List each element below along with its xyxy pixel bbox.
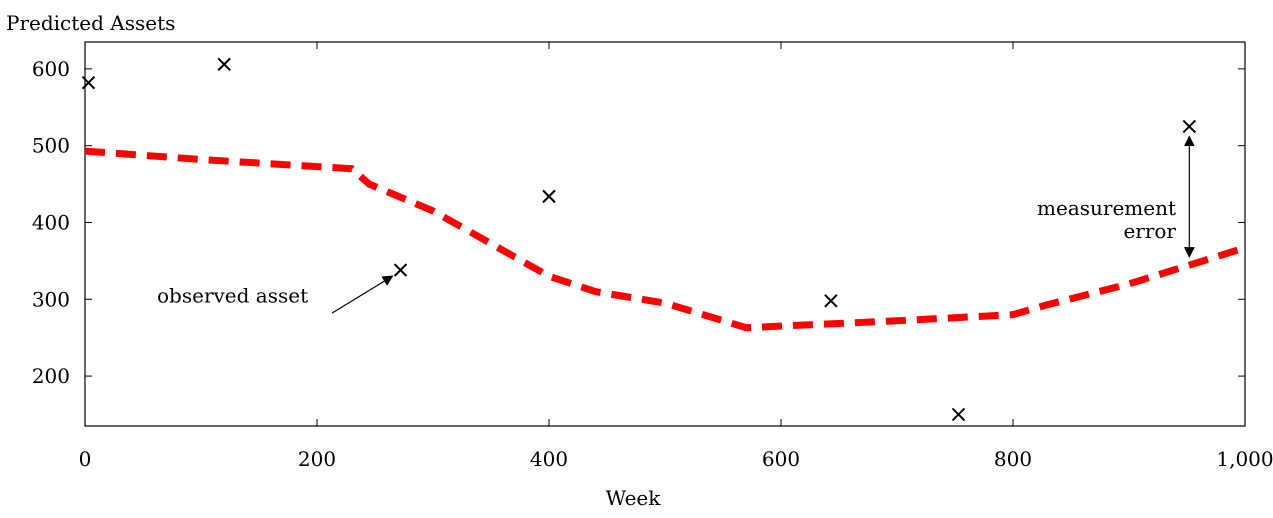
- observed-asset-annotation: observed asset: [157, 283, 308, 307]
- x-tick-label: 800: [994, 447, 1032, 471]
- y-tick-label: 300: [32, 287, 70, 311]
- marker-stroke: [1182, 119, 1197, 134]
- marker-stroke: [542, 189, 556, 204]
- y-tick-label: 600: [32, 57, 70, 81]
- marker-stroke: [824, 294, 838, 308]
- plot-frame: [84, 41, 1246, 427]
- predicted-assets-line: [84, 147, 1247, 332]
- x-tick-label: 200: [298, 447, 336, 471]
- x-tick-label: 400: [530, 447, 568, 471]
- y-tick-label: 200: [32, 364, 70, 388]
- ticks-layer: 0 200 400 600 800 1,000 200 300 400 500 600: [32, 42, 1273, 471]
- observed-asset-marker: [824, 294, 838, 308]
- y-tick-label: 500: [32, 134, 70, 158]
- observed-asset-marker: [217, 57, 231, 71]
- y-axis-title: Predicted Assets: [6, 11, 175, 35]
- x-tick-label: 0: [79, 447, 92, 471]
- marker-stroke: [393, 263, 408, 277]
- observed-asset-marker: [81, 75, 96, 90]
- observed-asset-arrow: [331, 275, 394, 314]
- y-tick-label: 400: [32, 210, 70, 234]
- observed-asset-marker: [542, 189, 556, 204]
- x-tick-label: 600: [762, 447, 800, 471]
- marker-stroke: [217, 57, 231, 71]
- x-axis-title: Week: [606, 486, 662, 510]
- measurement-error-label-line1: measurement: [1037, 196, 1176, 220]
- observed-asset-marker: [393, 263, 408, 277]
- marker-stroke: [81, 75, 96, 90]
- marker-stroke: [951, 407, 966, 422]
- x-tick-label: 1,000: [1216, 447, 1273, 471]
- observed-asset-marker: [1182, 119, 1197, 134]
- observed-asset-marker: [951, 407, 966, 422]
- series-layer: [81, 57, 1247, 422]
- measurement-error-label-line2: error: [1123, 219, 1176, 243]
